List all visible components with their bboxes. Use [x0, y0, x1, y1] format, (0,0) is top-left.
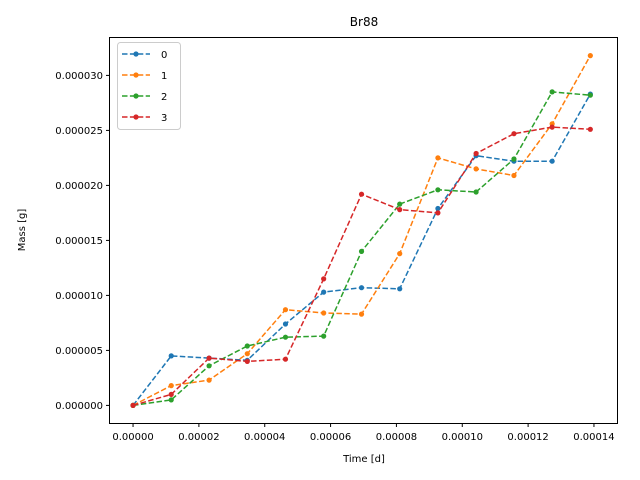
legend-label-3: 3 — [161, 113, 167, 124]
data-point-1 — [244, 351, 250, 357]
data-point-1 — [168, 383, 174, 389]
data-point-2 — [206, 363, 212, 369]
data-point-1 — [358, 311, 365, 317]
y-axis-label: Mass [g] — [17, 209, 28, 252]
data-point-3 — [549, 124, 555, 130]
x-tick-label: 0.00014 — [573, 432, 614, 443]
y-tick-label: 0.000010 — [55, 291, 103, 302]
data-point-0 — [321, 289, 327, 295]
legend: 0 1 2 3 — [117, 42, 181, 130]
series-line-3 — [132, 126, 591, 407]
y-tick-label: 0.000020 — [55, 181, 103, 192]
series-line-2 — [132, 91, 591, 407]
data-point-2 — [282, 334, 289, 340]
x-tick-label: 0.00006 — [310, 432, 351, 443]
data-point-1 — [397, 251, 403, 257]
data-point-3 — [511, 131, 517, 137]
legend-marker-2 — [133, 93, 139, 99]
data-point-1 — [587, 53, 593, 59]
x-tick-label: 0.00012 — [507, 432, 548, 443]
data-point-2 — [587, 92, 593, 98]
legend-label-0: 0 — [161, 50, 167, 61]
data-point-2 — [321, 333, 327, 339]
y-tick-label: 0.000015 — [55, 236, 103, 247]
x-axis: 0.00000 0.00002 0.00004 0.00006 0.00008 0.000… — [112, 423, 615, 443]
y-tick-label: 0.000005 — [55, 346, 103, 357]
data-point-3 — [435, 210, 441, 216]
data-point-2 — [244, 343, 250, 349]
data-point-3 — [587, 126, 593, 132]
data-point-3 — [397, 207, 403, 213]
data-point-0 — [282, 321, 289, 327]
legend-label-2: 2 — [161, 92, 167, 103]
series-layer — [130, 53, 593, 408]
data-point-2 — [511, 156, 517, 162]
data-point-1 — [511, 172, 517, 179]
data-point-3 — [282, 356, 289, 362]
data-point-3 — [473, 150, 479, 157]
data-point-0 — [358, 285, 365, 291]
legend-marker-0 — [133, 51, 139, 57]
data-point-2 — [358, 248, 365, 254]
y-axis: 0.000000 0.000005 0.000010 0.000015 0.000020… — [55, 71, 110, 412]
data-point-0 — [549, 158, 555, 164]
x-tick-label: 0.00004 — [244, 432, 285, 443]
data-point-2 — [473, 189, 479, 195]
legend-label-1: 1 — [161, 71, 167, 82]
data-point-3 — [244, 358, 250, 364]
data-point-0 — [435, 205, 441, 212]
x-tick-label: 0.00010 — [442, 432, 483, 443]
legend-marker-3 — [133, 114, 139, 120]
series-line-1 — [132, 55, 591, 407]
data-point-1 — [206, 377, 212, 383]
data-point-1 — [435, 155, 441, 161]
data-point-2 — [168, 397, 174, 403]
data-point-3 — [168, 391, 174, 397]
data-point-0 — [168, 353, 174, 359]
data-point-2 — [549, 89, 555, 95]
data-point-3 — [130, 402, 136, 408]
chart-title: Br88 — [350, 15, 378, 29]
x-axis-label: Time [d] — [342, 454, 385, 465]
data-point-0 — [397, 286, 403, 292]
legend-marker-1 — [133, 72, 139, 78]
y-tick-label: 0.000030 — [55, 71, 103, 82]
data-point-3 — [358, 191, 365, 197]
data-point-1 — [321, 310, 327, 316]
data-point-2 — [397, 201, 403, 207]
legend-box — [117, 42, 181, 130]
data-point-1 — [282, 307, 289, 313]
x-tick-label: 0.00002 — [178, 432, 219, 443]
data-point-3 — [206, 355, 212, 361]
y-tick-label: 0.000000 — [55, 401, 103, 412]
y-tick-label: 0.000025 — [55, 126, 103, 137]
data-point-2 — [435, 187, 441, 193]
data-point-3 — [321, 276, 327, 282]
data-point-1 — [473, 166, 479, 172]
x-tick-label: 0.00000 — [112, 432, 153, 443]
x-tick-label: 0.00008 — [376, 432, 417, 443]
plot-area-frame — [109, 37, 618, 424]
